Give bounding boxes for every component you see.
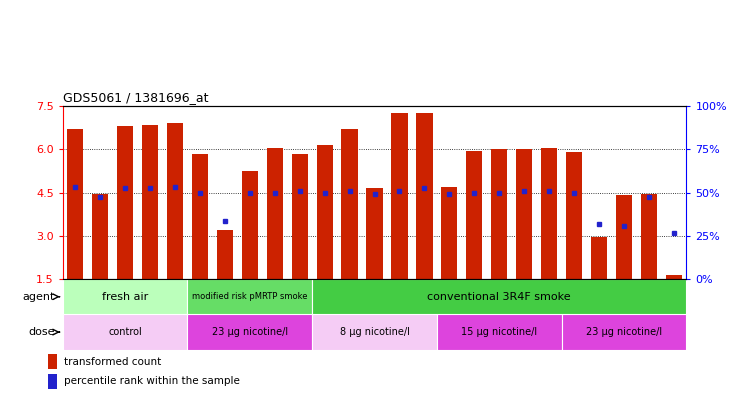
Text: agent: agent <box>23 292 55 302</box>
Text: GDS5061 / 1381696_at: GDS5061 / 1381696_at <box>63 90 208 103</box>
Text: control: control <box>108 327 142 337</box>
Bar <box>217 230 233 279</box>
Bar <box>142 125 158 279</box>
Bar <box>312 279 686 314</box>
Bar <box>292 154 308 279</box>
Bar <box>67 129 83 279</box>
Text: 15 μg nicotine/l: 15 μg nicotine/l <box>461 327 537 337</box>
Bar <box>242 171 258 279</box>
Bar <box>367 188 382 279</box>
Text: transformed count: transformed count <box>64 357 162 367</box>
Text: percentile rank within the sample: percentile rank within the sample <box>64 376 240 386</box>
Bar <box>312 314 437 350</box>
Bar <box>591 237 607 279</box>
Text: modified risk pMRTP smoke: modified risk pMRTP smoke <box>192 292 308 301</box>
Bar <box>117 126 133 279</box>
Text: conventional 3R4F smoke: conventional 3R4F smoke <box>427 292 571 302</box>
Bar <box>616 195 632 279</box>
Bar <box>541 148 557 279</box>
Bar <box>566 152 582 279</box>
Bar <box>192 154 208 279</box>
Bar <box>266 148 283 279</box>
Bar <box>516 149 532 279</box>
Text: 23 μg nicotine/l: 23 μg nicotine/l <box>586 327 662 337</box>
Bar <box>63 279 187 314</box>
Bar <box>437 314 562 350</box>
Bar <box>342 129 358 279</box>
Bar <box>92 194 108 279</box>
Bar <box>391 113 407 279</box>
Bar <box>666 275 682 279</box>
Text: dose: dose <box>29 327 55 337</box>
Bar <box>317 145 333 279</box>
Text: 23 μg nicotine/l: 23 μg nicotine/l <box>212 327 288 337</box>
Bar <box>167 123 183 279</box>
Bar <box>641 194 657 279</box>
Bar <box>187 279 312 314</box>
Bar <box>48 373 57 389</box>
Bar <box>466 151 483 279</box>
Bar <box>187 314 312 350</box>
Bar <box>48 354 57 369</box>
Bar <box>492 149 507 279</box>
Bar <box>416 113 432 279</box>
Bar <box>562 314 686 350</box>
Text: fresh air: fresh air <box>102 292 148 302</box>
Bar <box>63 314 187 350</box>
Text: 8 μg nicotine/l: 8 μg nicotine/l <box>339 327 410 337</box>
Bar <box>441 187 458 279</box>
